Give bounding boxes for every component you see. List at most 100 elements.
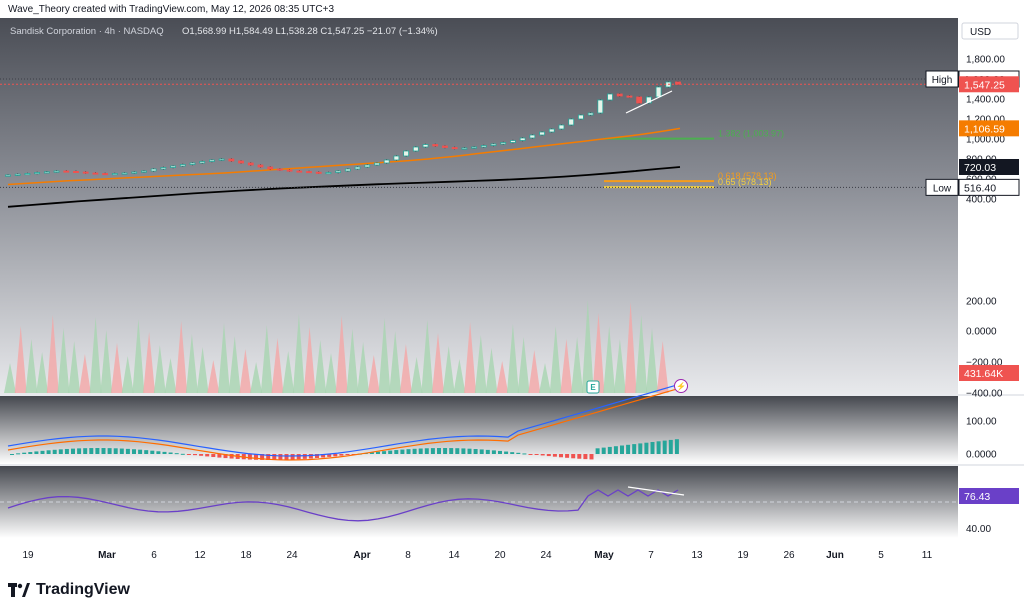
macd-histogram-bar — [71, 448, 75, 454]
candle-body[interactable] — [393, 155, 400, 161]
macd-histogram-bar — [620, 445, 624, 454]
candle-body[interactable] — [374, 162, 380, 166]
candle-body[interactable] — [364, 164, 371, 168]
macd-histogram-bar — [174, 453, 179, 455]
candle-body[interactable] — [73, 170, 79, 173]
candle-body[interactable] — [179, 164, 186, 167]
candle-body[interactable] — [296, 170, 303, 173]
candle-body[interactable] — [655, 86, 662, 98]
price-axis-tick: 1,400.00 — [966, 95, 1005, 106]
candle-body[interactable] — [587, 112, 594, 116]
candle-body[interactable] — [354, 166, 361, 170]
event-flash-icon[interactable]: ⚡ — [674, 379, 688, 393]
candle-body[interactable] — [490, 143, 497, 146]
price-label-tag-text: High — [932, 75, 953, 86]
oscillator-bar — [250, 362, 263, 393]
ema200-line — [7, 166, 681, 208]
candle-body[interactable] — [383, 159, 390, 164]
macd-histogram-bar — [119, 448, 124, 454]
candle-body[interactable] — [82, 171, 89, 174]
rsi-divergence-trendline[interactable] — [627, 486, 685, 496]
x-axis-tick: 19 — [737, 550, 749, 561]
candle-body[interactable] — [160, 167, 167, 170]
candle-body[interactable] — [53, 170, 60, 173]
rsi-label-box — [959, 488, 1019, 504]
macd-histogram-bar — [650, 442, 655, 454]
oscillator-bar — [46, 315, 59, 393]
macd-histogram-bar — [607, 446, 612, 454]
candle-body[interactable] — [500, 142, 507, 145]
oscillator-bar — [656, 341, 669, 393]
candle-body[interactable] — [286, 169, 293, 172]
candle-body[interactable] — [170, 165, 176, 168]
oscillator-bar — [613, 339, 626, 393]
candle-body[interactable] — [14, 173, 21, 176]
candle-body[interactable] — [432, 144, 439, 147]
macd-histogram-bar — [467, 448, 472, 454]
candle-body[interactable] — [616, 93, 623, 97]
candle-body[interactable] — [306, 171, 312, 174]
candle-body[interactable] — [63, 170, 70, 173]
candle-body[interactable] — [529, 134, 536, 139]
candle-body[interactable] — [267, 166, 274, 170]
price-divergence-trendline[interactable] — [625, 90, 673, 114]
oscillator-bar — [335, 316, 348, 393]
candle-body[interactable] — [597, 99, 604, 114]
candle-body[interactable] — [276, 168, 283, 171]
candle-body[interactable] — [568, 118, 575, 126]
macd-histogram-bar — [632, 444, 637, 454]
candle-body[interactable] — [24, 173, 31, 176]
oscillator-bar — [218, 323, 230, 393]
candle-body[interactable] — [539, 131, 545, 136]
macd-histogram-bar — [662, 440, 667, 454]
candle-body[interactable] — [199, 161, 206, 164]
macd-histogram-bar — [376, 451, 380, 454]
candle-body[interactable] — [141, 170, 147, 173]
candle-body[interactable] — [451, 147, 458, 150]
candle-body[interactable] — [636, 96, 643, 104]
macd-histogram-bar — [516, 452, 521, 454]
candle-body[interactable] — [480, 145, 487, 148]
earnings-icon[interactable]: E — [586, 380, 600, 394]
candle-body[interactable] — [92, 172, 99, 175]
candle-body[interactable] — [335, 170, 342, 173]
candle-body[interactable] — [461, 147, 468, 150]
candle-body[interactable] — [325, 172, 332, 175]
candle-body[interactable] — [102, 173, 109, 176]
candle-body[interactable] — [111, 173, 118, 176]
macd-histogram-bar — [168, 452, 173, 454]
candle-body[interactable] — [519, 137, 526, 141]
candle-body[interactable] — [150, 168, 157, 172]
candle-body[interactable] — [344, 168, 351, 172]
candle-body[interactable] — [131, 171, 138, 174]
candle-body[interactable] — [403, 150, 410, 157]
rsi-label-value: 76.43 — [964, 491, 990, 503]
candle-body[interactable] — [510, 140, 516, 143]
candle-body[interactable] — [218, 158, 225, 161]
candle-body[interactable] — [121, 172, 128, 175]
candle-body[interactable] — [247, 162, 254, 166]
macd-histogram-bar — [34, 451, 39, 454]
candle-body[interactable] — [577, 114, 584, 120]
candle-body[interactable] — [43, 171, 50, 174]
candle-body[interactable] — [5, 174, 11, 177]
macd-histogram-bar — [534, 454, 539, 455]
candle-body[interactable] — [471, 146, 477, 149]
candle-body[interactable] — [412, 146, 419, 152]
currency-button[interactable] — [961, 22, 1019, 40]
candle-body[interactable] — [34, 172, 41, 175]
candle-body[interactable] — [228, 158, 235, 162]
candle-body[interactable] — [548, 128, 555, 133]
candle-body[interactable] — [626, 95, 633, 98]
candle-body[interactable] — [238, 160, 244, 164]
candle-body[interactable] — [189, 162, 196, 165]
macd-histogram-bar — [180, 453, 185, 455]
candle-body[interactable] — [558, 124, 565, 130]
candle-body[interactable] — [422, 144, 429, 148]
candle-body[interactable] — [257, 164, 264, 168]
candle-body[interactable] — [442, 145, 448, 148]
candle-body[interactable] — [315, 171, 322, 174]
candle-body[interactable] — [607, 93, 613, 101]
candle-body[interactable] — [209, 159, 215, 162]
candle-body[interactable] — [645, 96, 652, 104]
